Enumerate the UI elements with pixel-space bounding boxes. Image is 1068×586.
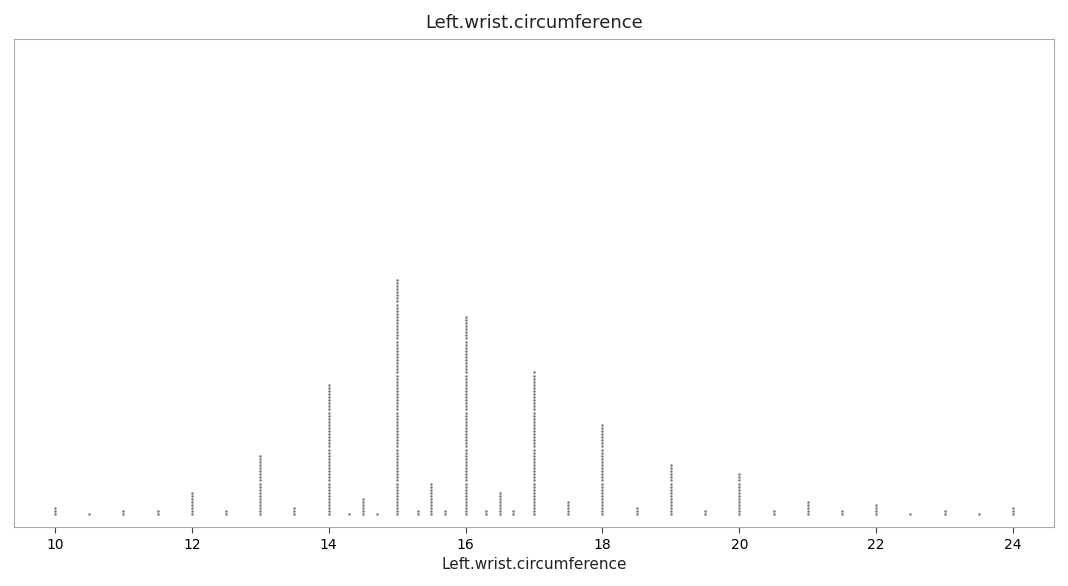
- Title: Left.wrist.circumference: Left.wrist.circumference: [425, 14, 643, 32]
- X-axis label: Left.wrist.circumference: Left.wrist.circumference: [441, 557, 627, 572]
